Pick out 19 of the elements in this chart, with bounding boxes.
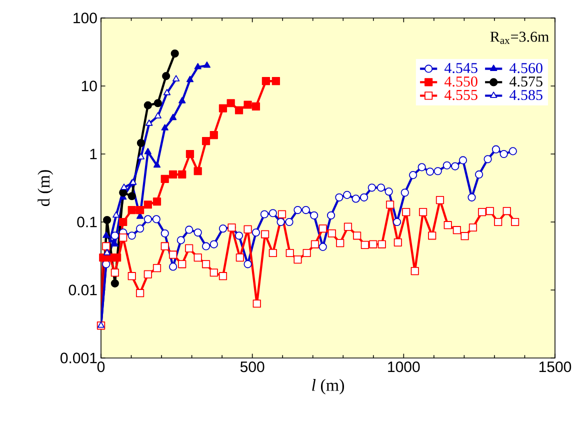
x-tick-label: 1500 [539, 362, 572, 372]
legend-label: 4.545 [444, 63, 478, 74]
y-tick-label: 100 [74, 12, 97, 24]
annotation: R$_{ax}$=3.6m [490, 32, 549, 44]
x-tick-label: 1000 [388, 362, 420, 372]
legend-label: 4.575 [510, 76, 542, 87]
y-tick-label: 1 [90, 148, 97, 160]
legend-label: 4.560 [510, 62, 542, 74]
legend-label: 4.585 [510, 90, 542, 100]
x-axis-title: l (m) [312, 379, 344, 394]
x-tick-label: 0 [97, 362, 105, 372]
y-tick-label: 10 [82, 80, 97, 92]
legend-label: 4.555 [444, 90, 478, 100]
x-tick-label: 500 [240, 362, 264, 372]
legend-label: 4.550 [444, 76, 478, 87]
y-tick-label: 0.001 [60, 352, 97, 364]
y-tick-label: 0.01 [68, 284, 97, 296]
y-axis-title: d (m) [38, 170, 54, 206]
y-tick-label: 0.1 [77, 216, 97, 228]
